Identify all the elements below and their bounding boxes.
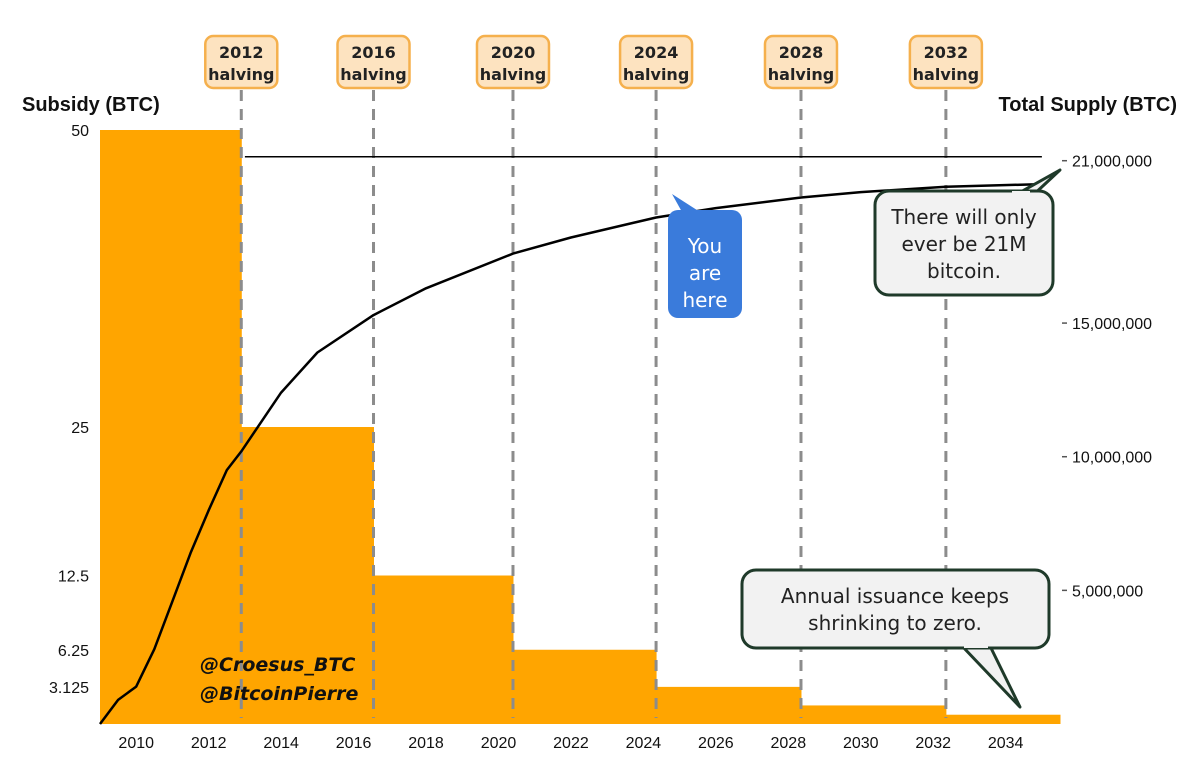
left-tick-25: 25 xyxy=(71,420,89,437)
you-are-here-pointer xyxy=(672,194,700,212)
handle-croesus: @Croesus_BTC xyxy=(200,654,355,676)
supply-cap-line-2: ever be 21M xyxy=(901,232,1026,256)
halving-box-2020 xyxy=(475,34,551,90)
halving-year-2028: 2028 xyxy=(779,43,824,62)
right-tick-10,000,000: 10,000,000 xyxy=(1072,450,1152,467)
x-tick-2018: 2018 xyxy=(408,735,444,752)
you-are-here-line-1: You xyxy=(687,234,722,258)
issuance-line-1: Annual issuance keeps xyxy=(781,584,1009,608)
halving-labels: 2012 halving 2016 halving 2020 halving 2024 hal… xyxy=(204,34,984,90)
x-tick-2010: 2010 xyxy=(118,735,154,752)
halving-year-2020: 2020 xyxy=(491,43,536,62)
left-tick-50: 50 xyxy=(71,123,89,140)
supply-cap-line-1: There will only xyxy=(890,205,1036,229)
x-tick-2024: 2024 xyxy=(626,735,662,752)
left-tick-12.5: 12.5 xyxy=(58,569,89,586)
subsidy-bar-0 xyxy=(100,130,242,724)
subsidy-bar-5 xyxy=(800,705,947,724)
x-tick-2034: 2034 xyxy=(988,735,1024,752)
x-tick-2032: 2032 xyxy=(915,735,951,752)
right-tick-5,000,000: 5,000,000 xyxy=(1072,583,1143,600)
issuance-line-2: shrinking to zero. xyxy=(808,611,982,635)
halving-word-2012: halving xyxy=(208,65,274,84)
halving-year-2032: 2032 xyxy=(924,43,969,62)
issuance-callout: Annual issuance keeps shrinking to zero. xyxy=(740,568,1051,709)
halving-year-2016: 2016 xyxy=(351,43,396,62)
halving-box-2032 xyxy=(908,34,984,90)
axis-ticks: 2010 2012 2014 2016 2018 2020 2022 2024 2026 2028… xyxy=(49,123,1152,752)
you-are-here-bubble xyxy=(668,210,742,318)
x-tick-2028: 2028 xyxy=(771,735,807,752)
supply-cap-line-3: bitcoin. xyxy=(927,259,1001,283)
issuance-box xyxy=(740,568,1051,650)
issuance-pointer xyxy=(960,644,1022,709)
subsidy-bars xyxy=(100,130,1061,724)
halving-word-2020: halving xyxy=(480,65,546,84)
x-tick-2026: 2026 xyxy=(698,735,734,752)
x-tick-2022: 2022 xyxy=(553,735,589,752)
supply-cap-box xyxy=(873,189,1055,297)
left-tick-6.25: 6.25 xyxy=(58,643,89,660)
halving-box-2024 xyxy=(618,34,694,90)
right-axis-title: Total Supply (BTC) xyxy=(999,94,1178,116)
halving-box-2028 xyxy=(763,34,839,90)
subsidy-bar-4 xyxy=(656,686,802,724)
supply-line xyxy=(99,182,1042,725)
handle-bitcoinpierre: @BitcoinPierre xyxy=(200,683,358,705)
x-tick-2030: 2030 xyxy=(843,735,879,752)
supply-cap-callout: There will only ever be 21M bitcoin. xyxy=(873,168,1062,297)
x-tick-2020: 2020 xyxy=(481,735,517,752)
subsidy-bar-6 xyxy=(945,714,1061,724)
you-are-here-line-3: here xyxy=(682,288,727,312)
halving-box-2016 xyxy=(336,34,411,90)
halving-year-2024: 2024 xyxy=(634,43,679,62)
halving-word-2028: halving xyxy=(768,65,834,84)
supply-line-group xyxy=(99,182,1042,725)
halving-word-2024: halving xyxy=(623,65,689,84)
subsidy-bar-1 xyxy=(241,427,375,724)
right-tick-21,000,000: 21,000,000 xyxy=(1072,154,1152,171)
x-tick-2014: 2014 xyxy=(263,735,299,752)
you-are-here-line-2: are xyxy=(689,261,721,285)
halving-word-2032: halving xyxy=(913,65,979,84)
halving-year-2012: 2012 xyxy=(219,43,264,62)
halving-box-2012 xyxy=(204,34,279,90)
x-tick-2012: 2012 xyxy=(191,735,227,752)
right-tick-15,000,000: 15,000,000 xyxy=(1072,316,1152,333)
subsidy-bar-3 xyxy=(512,649,657,724)
you-are-here-callout: You are here xyxy=(668,194,742,318)
left-tick-3.125: 3.125 xyxy=(49,680,89,697)
left-axis-title: Subsidy (BTC) xyxy=(22,94,160,116)
subsidy-bar-2 xyxy=(373,575,514,724)
halving-word-2016: halving xyxy=(340,65,406,84)
x-tick-2016: 2016 xyxy=(336,735,372,752)
